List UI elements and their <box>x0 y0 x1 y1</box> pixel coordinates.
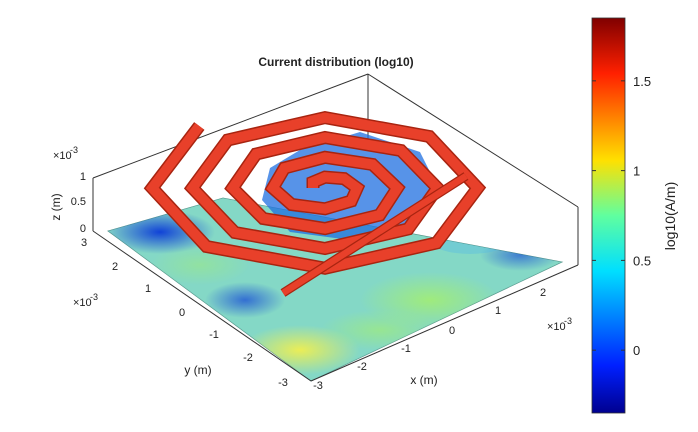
colorbar-tick-label: 1 <box>633 164 640 179</box>
chart-title: Current distribution (log10) <box>258 55 413 69</box>
x-tick: -3 <box>313 380 323 392</box>
z-scale-label: ×10 <box>53 150 72 162</box>
y-tick: -1 <box>209 329 219 341</box>
y-tick: 1 <box>145 283 151 295</box>
z-tick: 1 <box>80 171 86 183</box>
x-tick: 0 <box>449 325 455 337</box>
colorbar: 0 0.5 1 1.5 log10(A/m) <box>591 17 678 414</box>
z-scale-exp: -3 <box>70 145 78 155</box>
y-tick: -3 <box>278 377 288 389</box>
y-scale-label: ×10 <box>73 297 92 309</box>
y-tick: 2 <box>112 261 118 273</box>
y-axis-label: y (m) <box>184 363 211 377</box>
x-tick: 1 <box>495 305 501 317</box>
x-axis-line <box>310 264 579 382</box>
z-axis: 0 0.5 1 ×10 -3 z (m) <box>49 145 86 235</box>
y-tick: -2 <box>243 352 253 364</box>
y-axis: 3 2 1 0 -1 -2 -3 ×10 -3 y (m) <box>73 237 288 389</box>
colorbar-label: log10(A/m) <box>662 182 678 250</box>
x-tick: 2 <box>540 287 546 299</box>
x-tick: -1 <box>401 343 411 355</box>
x-scale-exp: -3 <box>564 316 572 326</box>
x-axis: -3 -2 -1 0 1 2 ×10 -3 x (m) <box>313 287 572 392</box>
x-scale-label: ×10 <box>547 321 566 333</box>
feed-line-fill <box>281 173 468 296</box>
spiral-antenna <box>143 110 487 297</box>
z-tick: 0.5 <box>71 196 86 208</box>
colorbar-gradient <box>591 17 626 414</box>
colorbar-tick-label: 0.5 <box>633 253 651 268</box>
y-axis-line <box>92 230 312 382</box>
spiral-trace <box>145 112 485 274</box>
y-tick: 3 <box>81 237 87 249</box>
z-tick: 0 <box>80 223 86 235</box>
y-tick: 0 <box>179 307 185 319</box>
z-axis-label: z (m) <box>49 193 63 220</box>
x-axis-label: x (m) <box>410 373 437 387</box>
y-scale-exp: -3 <box>90 292 98 302</box>
x-tick: -2 <box>357 361 367 373</box>
axes-box <box>92 73 579 265</box>
colorbar-tick-label: 1.5 <box>633 74 651 89</box>
colorbar-tick-label: 0 <box>633 343 640 358</box>
